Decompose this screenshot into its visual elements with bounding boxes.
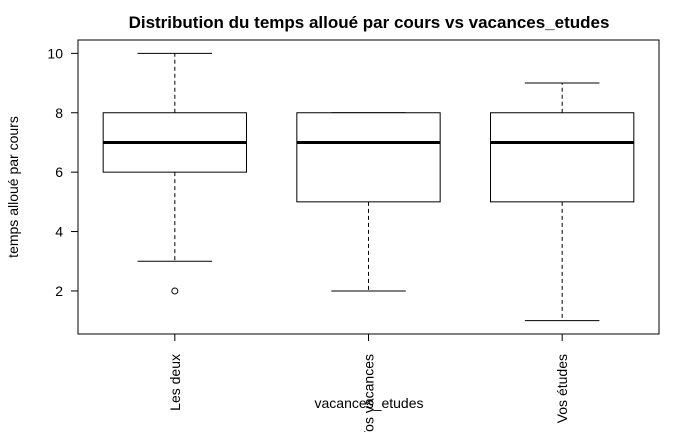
y-axis: 2 4 6 8 10 xyxy=(47,45,78,299)
box-rect xyxy=(490,112,635,203)
y-tick-label: 10 xyxy=(47,45,63,61)
x-tick-label: Vos études xyxy=(554,354,570,423)
box-rect xyxy=(296,112,441,203)
box-0 xyxy=(102,52,247,295)
box-1 xyxy=(296,112,441,292)
chart-title: Distribution du temps alloué par cours v… xyxy=(129,13,610,32)
boxes-layer xyxy=(102,52,635,322)
box-2 xyxy=(490,82,635,322)
x-tick-label: Vos vacances xyxy=(361,354,377,432)
y-axis-label: temps alloué par cours xyxy=(5,116,21,258)
y-tick-label: 2 xyxy=(55,283,63,299)
x-tick-label: Les deux xyxy=(167,354,183,411)
outlier-point xyxy=(171,287,179,295)
y-tick-label: 6 xyxy=(55,164,63,180)
x-axis-label: vacances_etudes xyxy=(315,395,424,411)
x-axis: Les deux Vos vacances Vos études xyxy=(167,334,570,432)
y-tick-label: 4 xyxy=(55,224,63,240)
y-tick-label: 8 xyxy=(55,105,63,121)
